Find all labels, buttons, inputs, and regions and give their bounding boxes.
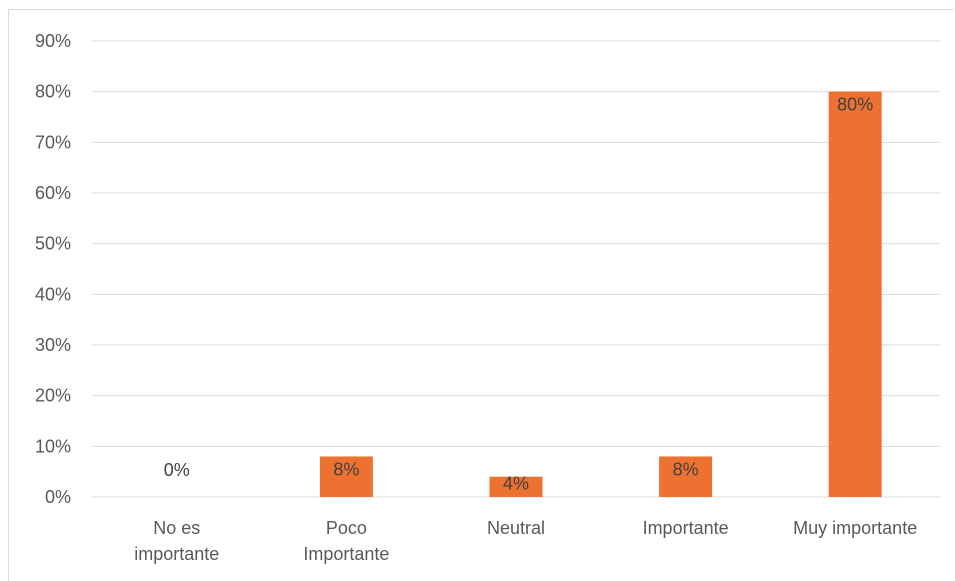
category-label: Neutral <box>487 518 545 538</box>
bar <box>659 456 713 497</box>
data-label: 4% <box>503 474 529 494</box>
y-tick-label: 40% <box>35 284 71 304</box>
y-tick-label: 60% <box>35 183 71 203</box>
y-axis-ticks: 0% 10% 20% 30% 40% 50% 60% 70% 80% 90% <box>35 31 71 507</box>
y-tick-label: 50% <box>35 234 71 254</box>
data-label: 0% <box>164 460 190 480</box>
data-labels: 0% 8% 4% 8% 80% <box>164 95 873 494</box>
category-label: Importante <box>643 518 729 538</box>
x-axis-categories: No es importante Poco Importante Neutral Impo… <box>134 518 917 564</box>
y-tick-label: 30% <box>35 335 71 355</box>
y-tick-label: 90% <box>35 31 71 51</box>
category-label: Importante <box>303 544 389 564</box>
bars <box>319 91 882 498</box>
chart-frame <box>8 9 954 581</box>
data-label: 8% <box>333 459 359 479</box>
bar <box>489 476 543 497</box>
y-tick-label: 80% <box>35 82 71 102</box>
data-label: 8% <box>673 459 699 479</box>
category-label: importante <box>134 544 219 564</box>
y-tick-label: 0% <box>45 487 71 507</box>
y-tick-label: 70% <box>35 132 71 152</box>
y-tick-label: 10% <box>35 436 71 456</box>
bar <box>319 456 373 497</box>
category-label: Poco <box>326 518 367 538</box>
data-label: 80% <box>837 95 873 115</box>
category-label: No es <box>153 518 200 538</box>
category-label: Muy importante <box>793 518 917 538</box>
gridlines <box>92 40 940 498</box>
bar <box>828 91 882 498</box>
y-tick-label: 20% <box>35 386 71 406</box>
